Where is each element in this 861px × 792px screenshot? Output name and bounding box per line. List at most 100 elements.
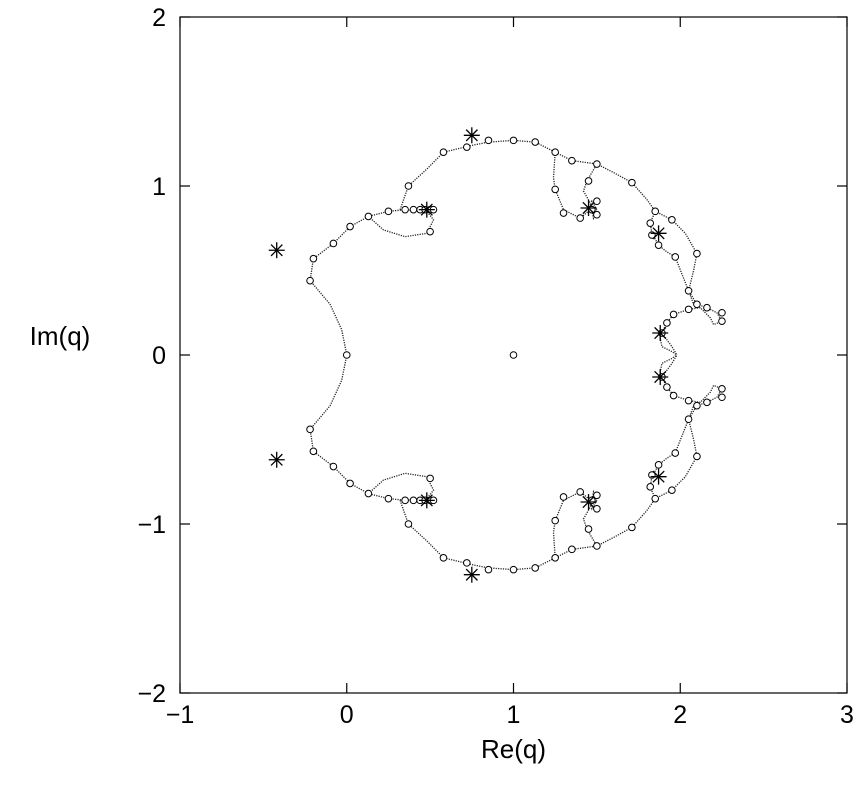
zero-circle-point xyxy=(671,449,680,457)
zero-circle-point xyxy=(668,216,676,224)
zero-circle-point xyxy=(593,504,601,513)
zero-circle-point xyxy=(568,545,576,554)
zero-circle-point xyxy=(509,351,518,359)
zero-circle-point xyxy=(439,554,448,562)
zero-locus-curve xyxy=(367,210,435,238)
zero-circle-point xyxy=(364,212,373,221)
zero-circle-point xyxy=(663,383,671,391)
zero-circle-point xyxy=(364,489,373,498)
star-point xyxy=(418,492,435,509)
zero-circle-point xyxy=(484,565,493,574)
y-tick-label: −1 xyxy=(137,511,166,539)
zero-circle-point xyxy=(651,494,660,503)
zero-circle-point xyxy=(651,207,660,216)
star-point xyxy=(268,242,285,259)
zero-circle-point xyxy=(668,486,676,495)
zero-circle-point xyxy=(551,516,559,525)
zero-circle-point xyxy=(401,496,409,505)
zero-circle-point xyxy=(584,177,593,185)
zero-circle-point xyxy=(409,205,418,214)
zero-circle-point xyxy=(646,219,655,227)
zero-circle-point xyxy=(663,319,671,327)
y-tick-label: 1 xyxy=(152,173,166,201)
zero-circle-point xyxy=(693,452,701,461)
zero-circle-point xyxy=(584,525,593,533)
x-tick-label: 0 xyxy=(340,701,354,729)
zero-circle-point xyxy=(703,303,711,312)
star-point xyxy=(463,127,480,144)
zero-locus-curve xyxy=(309,354,427,501)
zero-circle-point xyxy=(654,461,663,469)
zero-circle-point xyxy=(628,178,636,187)
zero-circle-point xyxy=(684,305,693,314)
x-tick-label: −1 xyxy=(166,701,195,729)
zero-circle-point xyxy=(718,393,726,402)
zero-circle-point xyxy=(703,398,711,407)
zero-circle-point xyxy=(342,351,351,359)
zero-circle-point xyxy=(669,310,678,319)
zero-circle-point xyxy=(669,391,678,400)
zero-circle-point xyxy=(654,241,663,249)
zero-circle-point xyxy=(551,554,559,562)
x-tick-label: 2 xyxy=(673,701,687,729)
star-point xyxy=(580,494,597,511)
zero-circle-point xyxy=(484,136,493,145)
zero-circle-point xyxy=(346,222,354,231)
zero-circle-point xyxy=(568,156,576,165)
y-tick-label: 0 xyxy=(152,342,166,370)
zero-circle-point xyxy=(593,210,601,219)
zero-circle-point xyxy=(671,253,680,261)
zero-locus-curve xyxy=(399,139,723,356)
y-tick-label: −2 xyxy=(137,680,166,708)
zero-circle-point xyxy=(329,239,338,248)
zero-circle-point xyxy=(693,249,701,258)
zero-circle-point xyxy=(576,488,585,496)
x-tick-label: 3 xyxy=(840,701,854,729)
zero-locus-curve xyxy=(552,152,598,221)
zero-circle-point xyxy=(684,415,693,424)
zero-circle-point xyxy=(551,185,559,194)
star-point xyxy=(652,368,669,385)
zero-circle-point xyxy=(409,496,418,505)
star-point xyxy=(650,225,667,242)
zero-circle-point xyxy=(628,523,636,532)
zero-circle-point xyxy=(718,317,726,326)
zero-circle-point xyxy=(593,491,601,500)
star-point xyxy=(580,199,597,216)
star-point xyxy=(463,566,480,583)
zero-circle-point xyxy=(404,520,413,528)
zero-circle-point xyxy=(684,396,693,405)
zero-circle-point xyxy=(684,286,693,295)
marker-layer xyxy=(268,127,726,583)
star-point xyxy=(268,451,285,468)
zero-circle-point xyxy=(576,214,585,222)
zero-circle-point xyxy=(309,254,318,263)
zero-circle-point xyxy=(346,479,354,488)
zero-circle-point xyxy=(531,564,539,572)
zero-circle-point xyxy=(426,474,434,483)
zero-circle-point xyxy=(426,227,434,236)
star-point xyxy=(652,325,669,342)
zero-circle-point xyxy=(439,148,448,156)
zero-circle-point xyxy=(551,148,559,156)
zero-circle-point xyxy=(509,565,518,574)
x-tick-label: 1 xyxy=(507,701,521,729)
zero-circle-point xyxy=(463,143,471,151)
zero-locus-curve xyxy=(367,472,435,500)
zero-locus-curve xyxy=(309,209,427,356)
y-tick-label: 2 xyxy=(152,4,166,32)
zero-circle-point xyxy=(463,559,471,567)
x-axis-label: Re(q) xyxy=(481,734,546,764)
zero-circle-point xyxy=(306,276,314,285)
star-point xyxy=(418,201,435,218)
zero-locus-curve xyxy=(399,354,723,571)
zero-circle-point xyxy=(646,483,655,491)
star-point xyxy=(650,468,667,485)
zero-circle-point xyxy=(718,308,726,317)
zero-circle-point xyxy=(509,136,518,145)
zero-circle-point xyxy=(693,401,701,410)
zero-circle-point xyxy=(718,385,726,393)
zero-circle-point xyxy=(306,425,314,434)
zero-circle-point xyxy=(593,160,601,168)
